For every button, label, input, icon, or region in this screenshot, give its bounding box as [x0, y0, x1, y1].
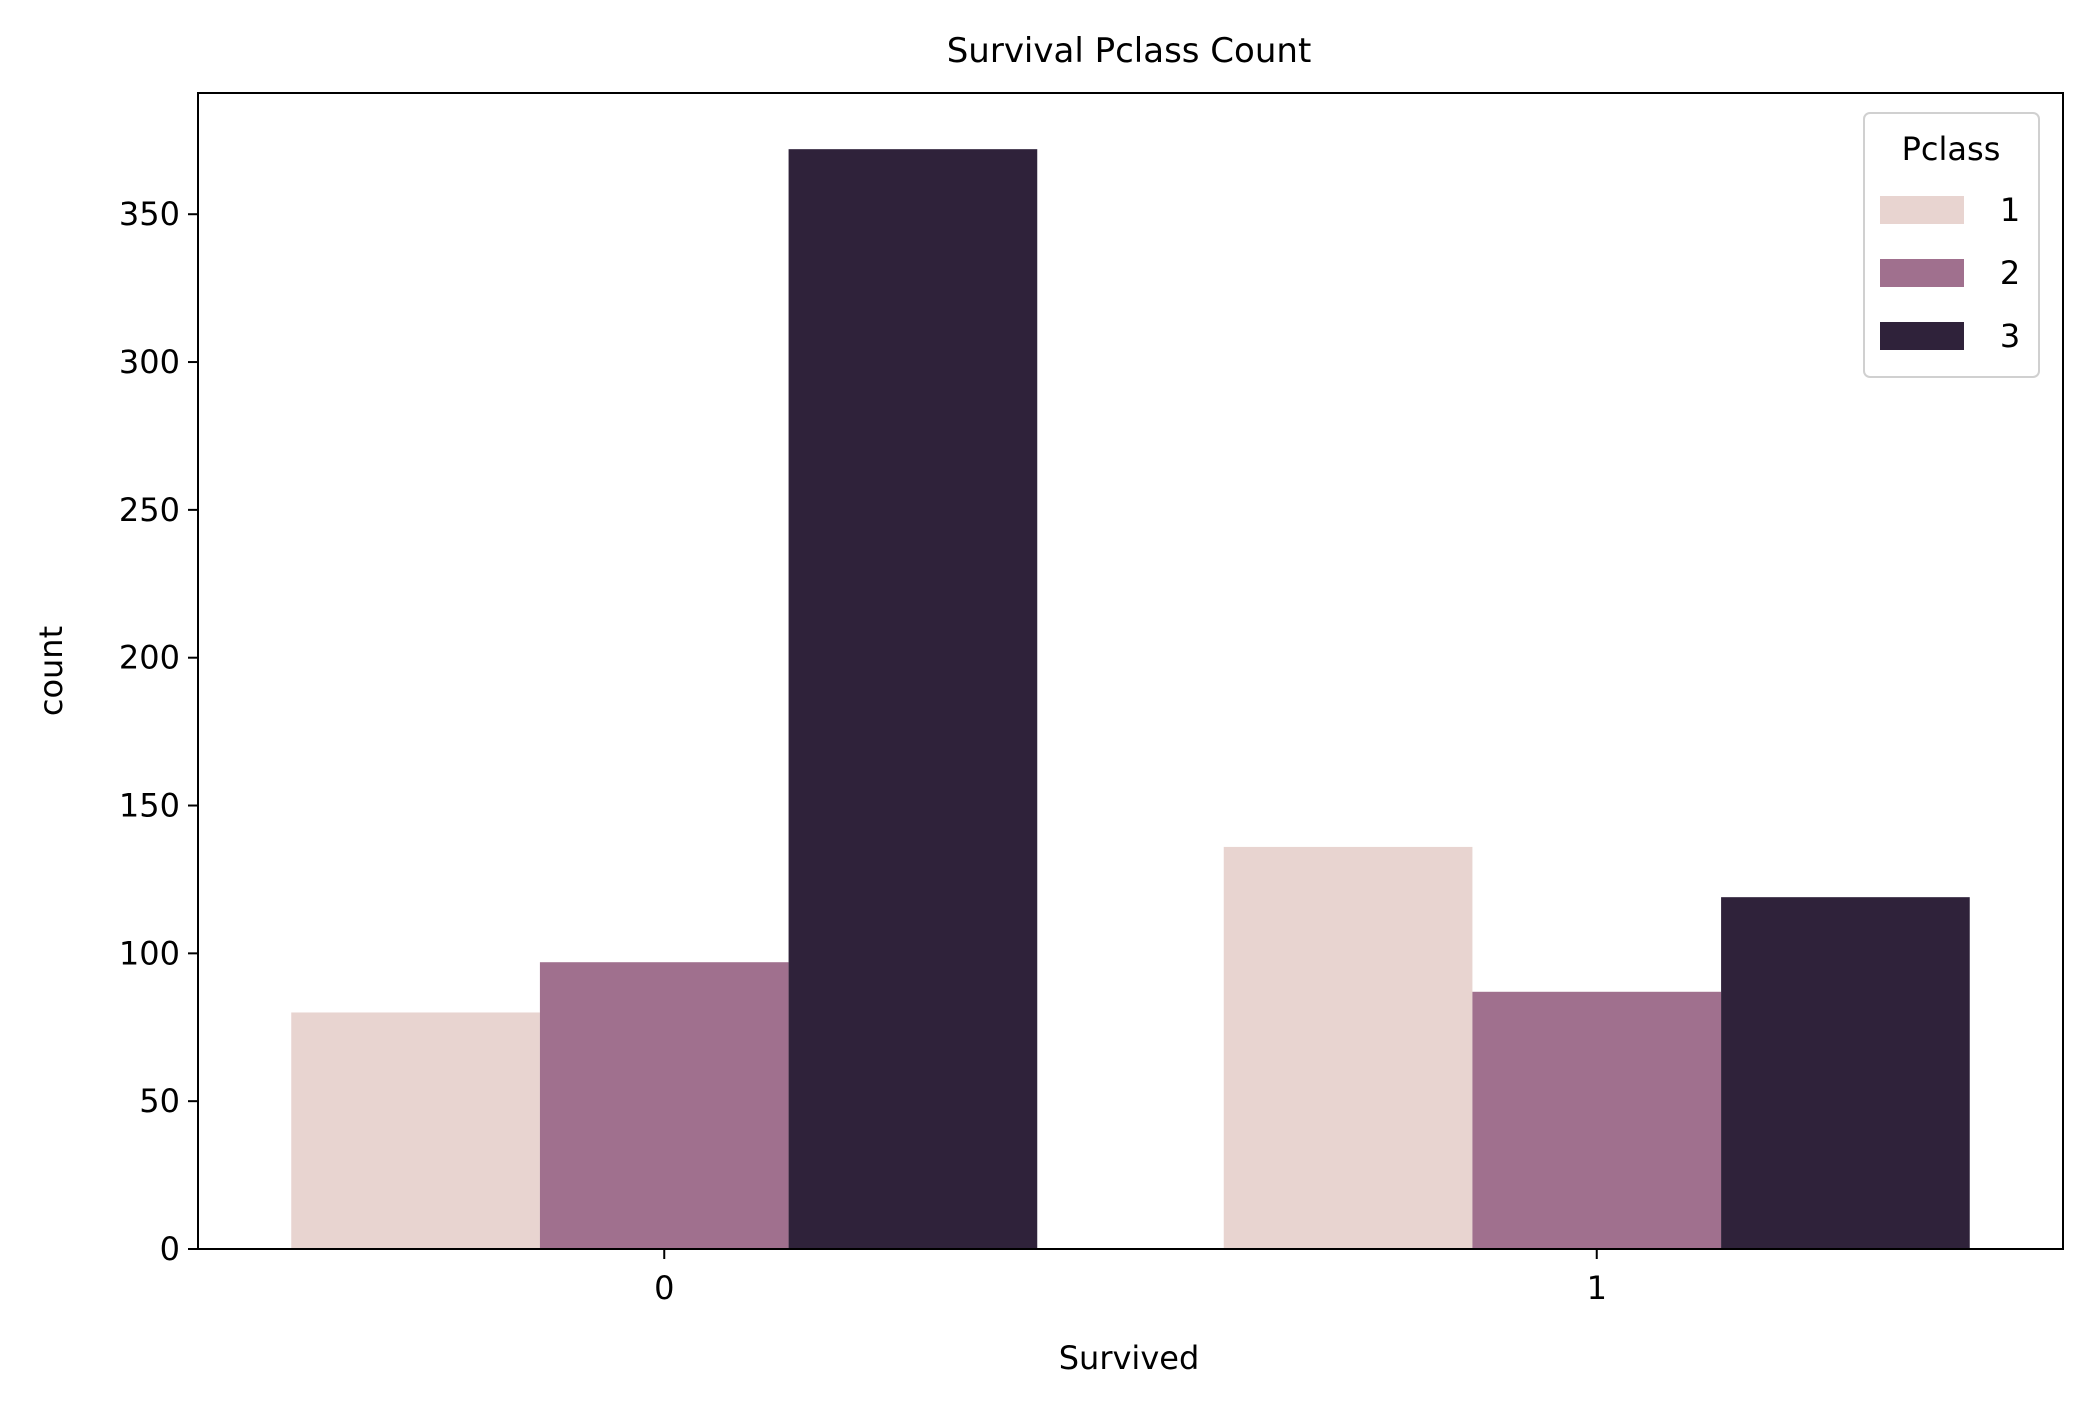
legend-label: 3 [2000, 317, 2020, 355]
legend: Pclass 1 2 3 [1863, 112, 2040, 378]
y-axis-ticks: 0 50 100 150 200 250 300 350 [119, 195, 198, 1268]
legend-title: Pclass [1902, 130, 2001, 168]
bars-group [291, 149, 1970, 1249]
legend-swatch-1 [1880, 196, 1964, 224]
x-axis-label: Survived [1059, 1339, 1200, 1377]
bar-pclass-2-survived-0 [539, 962, 789, 1249]
y-axis-label: count [32, 626, 70, 716]
legend-label: 2 [2000, 254, 2020, 292]
y-tick-label: 300 [119, 343, 180, 381]
bar-pclass-1-survived-1 [1223, 846, 1473, 1249]
plot-frame [197, 92, 2064, 1250]
legend-swatch-2 [1880, 259, 1964, 287]
x-tick-label: 1 [1587, 1269, 1607, 1307]
y-tick-label: 0 [160, 1230, 180, 1268]
bar-pclass-3-survived-1 [1721, 897, 1970, 1249]
y-tick-label: 150 [119, 787, 180, 825]
legend-label: 1 [2000, 191, 2020, 229]
y-tick-label: 350 [119, 195, 180, 233]
y-tick-label: 250 [119, 491, 180, 529]
y-tick-label: 100 [119, 934, 180, 972]
x-tick-label: 0 [654, 1269, 674, 1307]
legend-frame [1863, 112, 2040, 378]
y-tick-label: 50 [139, 1082, 180, 1120]
y-tick-label: 200 [119, 639, 180, 677]
chart-title: Survival Pclass Count [947, 31, 1312, 71]
bar-pclass-3-survived-0 [788, 149, 1038, 1249]
legend-swatch-3 [1880, 322, 1964, 350]
bar-pclass-2-survived-1 [1472, 991, 1722, 1249]
bar-pclass-1-survived-0 [291, 1012, 540, 1249]
